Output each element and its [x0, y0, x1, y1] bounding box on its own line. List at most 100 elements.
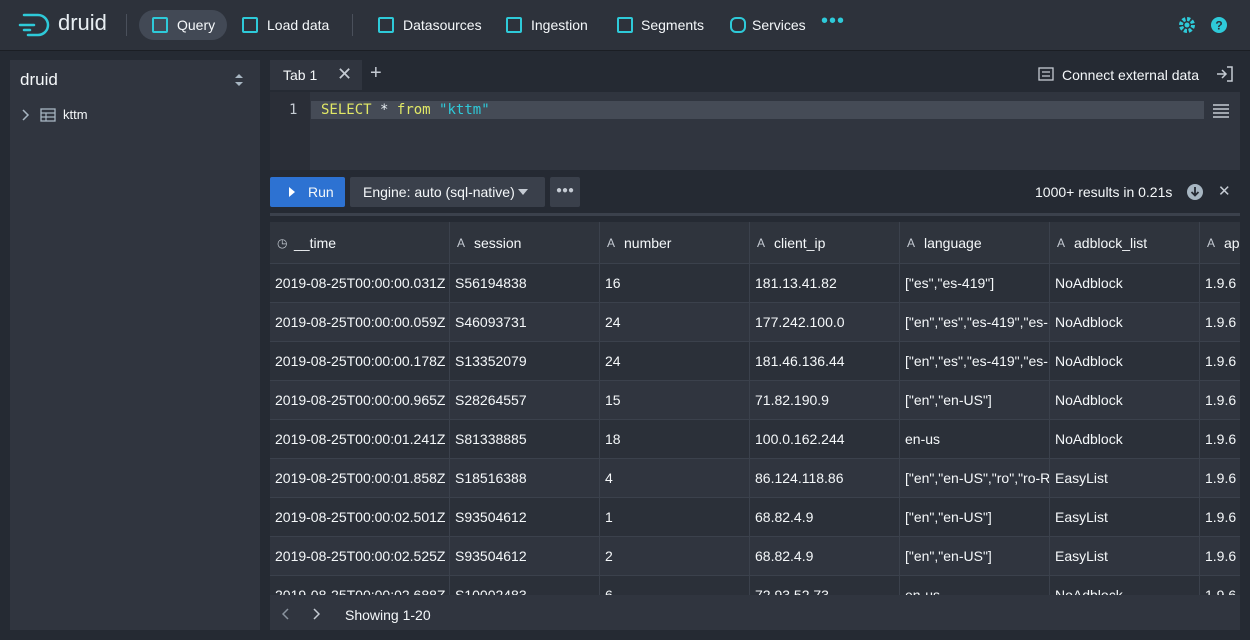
run-label[interactable]: Run [308, 184, 334, 200]
nav-item[interactable]: Load data [267, 17, 330, 33]
column-header[interactable]: __time ◷ [270, 222, 450, 264]
pager: Showing 1-20 [270, 595, 1240, 630]
close-results[interactable]: ✕ [1218, 183, 1231, 200]
settings-icon[interactable] [1178, 16, 1196, 34]
next-page[interactable] [312, 608, 320, 620]
column-header[interactable]: session A [450, 222, 600, 264]
caret [518, 189, 528, 195]
table-cell: 181.13.41.82 [750, 264, 900, 303]
table-cell: 24 [600, 342, 750, 381]
table-cell: NoAdblock [1050, 420, 1200, 459]
operator: * [380, 102, 389, 118]
tab-label[interactable]: Tab 1 [283, 67, 318, 83]
type-icon: ◷ [277, 236, 288, 250]
table-cell: 2019-08-25T00:00:00.965Z [270, 381, 450, 420]
column-name[interactable]: adblock_list [1074, 235, 1148, 251]
divider [352, 14, 353, 36]
table-cell: S46093731 [450, 303, 600, 342]
nav-item[interactable]: Datasources [403, 17, 482, 33]
nav-item[interactable]: Segments [641, 17, 705, 33]
table-cell: 2019-08-25T00:00:02.501Z [270, 498, 450, 537]
column-header[interactable]: ap A [1200, 222, 1240, 264]
divider [126, 14, 127, 36]
collapse-icon[interactable] [1216, 66, 1234, 82]
table-cell: ["en","es","es-419","es-M [900, 303, 1050, 342]
nav-item[interactable]: Services [752, 17, 806, 33]
table-cell: NoAdblock [1050, 342, 1200, 381]
table-cell: EasyList [1050, 459, 1200, 498]
table-cell: 181.46.136.44 [750, 342, 900, 381]
table-cell: NoAdblock [1050, 381, 1200, 420]
table-name[interactable]: kttm [63, 107, 88, 122]
type-icon: A [1207, 236, 1216, 250]
nav-icon [378, 17, 394, 33]
table-cell: ["en","en-US"] [900, 381, 1050, 420]
play-icon [289, 187, 295, 197]
column-name[interactable]: client_ip [774, 235, 826, 251]
column-name[interactable]: __time [294, 235, 337, 251]
column-name[interactable]: ap [1224, 235, 1240, 251]
table-cell: 1.9.6 [1200, 264, 1240, 303]
tab-close[interactable]: ✕ [337, 64, 353, 84]
add-tab[interactable]: + [370, 62, 382, 84]
table-cell: 2 [600, 537, 750, 576]
table-cell: 2019-08-25T00:00:01.241Z [270, 420, 450, 459]
keyword: from [396, 102, 431, 118]
table-cell: S18516388 [450, 459, 600, 498]
prev-page[interactable] [282, 608, 290, 620]
table-cell: EasyList [1050, 537, 1200, 576]
table-cell: 72.93.52.73 [750, 576, 900, 595]
more-menu[interactable]: ••• [821, 10, 846, 32]
table-cell: 2019-08-25T00:00:01.858Z [270, 459, 450, 498]
nav-item[interactable]: Query [177, 17, 216, 33]
download-icon[interactable] [1187, 184, 1203, 200]
more-options[interactable]: ●●● [550, 177, 580, 207]
column-header[interactable]: adblock_list A [1050, 222, 1200, 264]
table-cell: ["en","en-US"] [900, 537, 1050, 576]
table-cell: NoAdblock [1050, 576, 1200, 595]
nav-icon [242, 17, 258, 33]
query-tab[interactable]: Tab 1 ✕ [270, 60, 362, 90]
table-cell: 24 [600, 303, 750, 342]
connect-external-data[interactable]: Connect external data [1062, 67, 1199, 83]
table-cell: 1.9.6 [1200, 576, 1240, 595]
select-caret[interactable] [234, 72, 244, 88]
page-info: Showing 1-20 [345, 607, 431, 623]
table-cell: NoAdblock [1050, 303, 1200, 342]
logo-text[interactable]: druid [58, 10, 107, 35]
table-cell: S10002483 [450, 576, 600, 595]
column-name[interactable]: language [924, 235, 982, 251]
engine-select[interactable]: Engine: auto (sql-native) [350, 177, 545, 207]
line-number: 1 [289, 102, 298, 118]
nav-item[interactable]: Ingestion [531, 17, 588, 33]
engine-label[interactable]: Engine: auto (sql-native) [363, 184, 515, 200]
splitter[interactable] [270, 213, 1240, 216]
sql-editor[interactable]: 1 SELECT * from "kttm" [270, 92, 1240, 170]
table-cell: 6 [600, 576, 750, 595]
format-menu[interactable] [1213, 104, 1229, 118]
column-header[interactable]: client_ip A [750, 222, 900, 264]
type-icon: A [607, 236, 616, 250]
table-cell: S93504612 [450, 537, 600, 576]
help-icon[interactable]: ? [1210, 16, 1228, 34]
sidebar-title[interactable]: druid [20, 70, 58, 89]
column-header[interactable]: language A [900, 222, 1050, 264]
table-cell: 1.9.6 [1200, 342, 1240, 381]
gutter: 1 [270, 92, 310, 170]
run-button[interactable]: Run [270, 177, 345, 207]
expand-chevron[interactable] [20, 108, 30, 122]
table-cell: en-us [900, 576, 1050, 595]
table-cell: ["en","en-US","ro","ro-R [900, 459, 1050, 498]
column-header[interactable]: number A [600, 222, 750, 264]
table-cell: S81338885 [450, 420, 600, 459]
table-cell: 2019-08-25T00:00:02.688Z [270, 576, 450, 595]
table-cell: S28264557 [450, 381, 600, 420]
table-cell: 68.82.4.9 [750, 498, 900, 537]
column-name[interactable]: number [624, 235, 672, 251]
table-cell: 4 [600, 459, 750, 498]
type-icon: A [1057, 236, 1066, 250]
table-cell: 177.242.100.0 [750, 303, 900, 342]
table-cell: ["es","es-419"] [900, 264, 1050, 303]
column-name[interactable]: session [474, 235, 522, 251]
